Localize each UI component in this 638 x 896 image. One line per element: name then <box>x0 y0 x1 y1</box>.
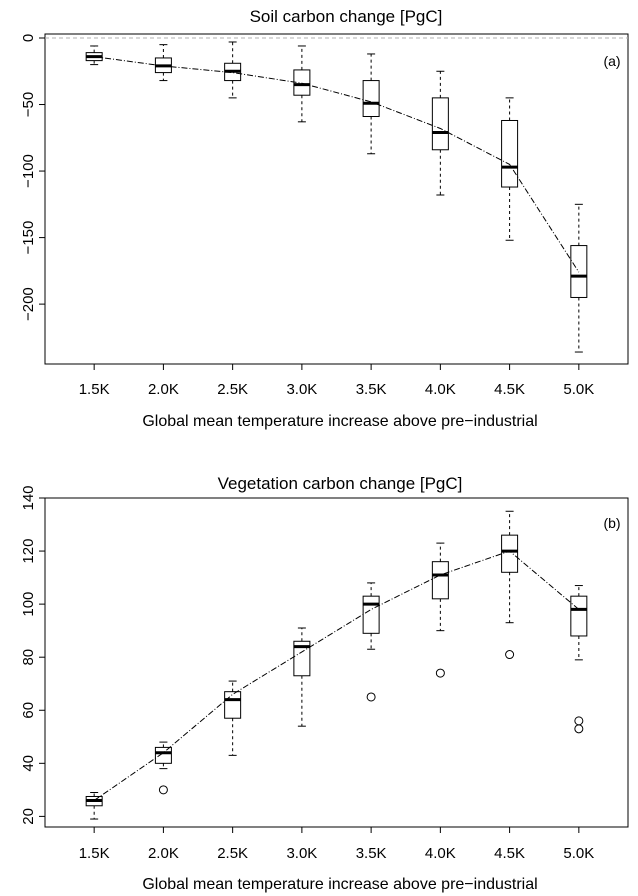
x-tick-label: 1.5K <box>79 845 110 862</box>
box-2.0K <box>154 44 172 82</box>
outlier-point <box>435 668 445 678</box>
iqr-box <box>362 80 380 117</box>
x-tick-label: 4.5K <box>494 381 525 398</box>
x-tick-label: 3.0K <box>286 845 317 862</box>
x-tick-label: 2.0K <box>148 381 179 398</box>
y-tick-label: 20 <box>20 808 37 825</box>
x-axis-label: Global mean temperature increase above p… <box>142 876 537 893</box>
box-4.5K <box>501 510 519 660</box>
x-tick-label: 5.0K <box>563 845 594 862</box>
outlier-point <box>158 785 168 795</box>
outlier-point <box>574 716 584 726</box>
box-5.0K <box>570 203 588 353</box>
y-tick-label: 0 <box>20 34 37 42</box>
y-tick-label: −50 <box>20 92 37 117</box>
x-tick-label: 2.5K <box>217 845 248 862</box>
y-tick-label: −100 <box>20 154 37 188</box>
iqr-box <box>362 595 380 634</box>
box-1.5K <box>85 45 103 66</box>
vegetation-carbon-panel: Vegetation carbon change [PgC] (b) Globa… <box>20 474 629 893</box>
x-tick-label: 1.5K <box>79 381 110 398</box>
panel-label: (b) <box>603 515 620 531</box>
iqr-box <box>431 97 449 151</box>
x-tick-label: 3.5K <box>356 845 387 862</box>
y-tick-label: 100 <box>20 592 37 617</box>
x-tick-label: 3.0K <box>286 381 317 398</box>
y-tick-label: 80 <box>20 649 37 666</box>
box-5.0K <box>570 585 588 734</box>
y-tick-label: 140 <box>20 485 37 510</box>
box-3.0K <box>293 627 311 727</box>
plot-frame <box>44 497 629 828</box>
y-tick-label: −200 <box>20 287 37 321</box>
outlier-point <box>505 650 515 660</box>
iqr-box <box>570 595 588 637</box>
iqr-box <box>224 691 242 719</box>
mean-trend-line <box>93 550 580 801</box>
panel-label: (a) <box>603 53 620 69</box>
plot-frame <box>44 33 629 365</box>
x-tick-label: 3.5K <box>356 381 387 398</box>
mean-trend-line <box>94 56 580 273</box>
iqr-box <box>570 245 588 298</box>
x-tick-label: 4.5K <box>494 845 525 862</box>
iqr-box <box>501 119 519 188</box>
chart-title: Vegetation carbon change [PgC] <box>218 474 463 493</box>
y-tick-label: 120 <box>20 539 37 564</box>
iqr-box <box>154 746 172 764</box>
box-4.0K <box>431 542 449 678</box>
box-3.0K <box>293 45 311 123</box>
box-1.5K <box>85 792 103 820</box>
y-tick-label: 40 <box>20 755 37 772</box>
x-tick-label: 4.0K <box>425 845 456 862</box>
box-2.5K <box>224 41 242 99</box>
box-4.5K <box>501 97 519 241</box>
x-tick-label: 2.5K <box>217 381 248 398</box>
box-2.5K <box>224 680 242 756</box>
y-tick-label: 60 <box>20 702 37 719</box>
iqr-box <box>293 69 311 96</box>
box-3.5K <box>362 53 380 155</box>
iqr-box <box>293 640 311 677</box>
box-2.0K <box>154 741 172 795</box>
chart-title: Soil carbon change [PgC] <box>250 7 443 26</box>
soil-carbon-panel: Soil carbon change [PgC] (a) Global mean… <box>20 7 629 430</box>
y-tick-label: −150 <box>20 221 37 255</box>
x-tick-label: 5.0K <box>563 381 594 398</box>
box-3.5K <box>362 582 380 702</box>
x-tick-label: 4.0K <box>425 381 456 398</box>
iqr-box <box>431 561 449 600</box>
x-tick-label: 2.0K <box>148 845 179 862</box>
x-axis-label: Global mean temperature increase above p… <box>142 413 537 430</box>
outlier-point <box>366 692 376 702</box>
outlier-point <box>574 724 584 734</box>
iqr-box <box>501 534 519 573</box>
box-4.0K <box>431 70 449 196</box>
